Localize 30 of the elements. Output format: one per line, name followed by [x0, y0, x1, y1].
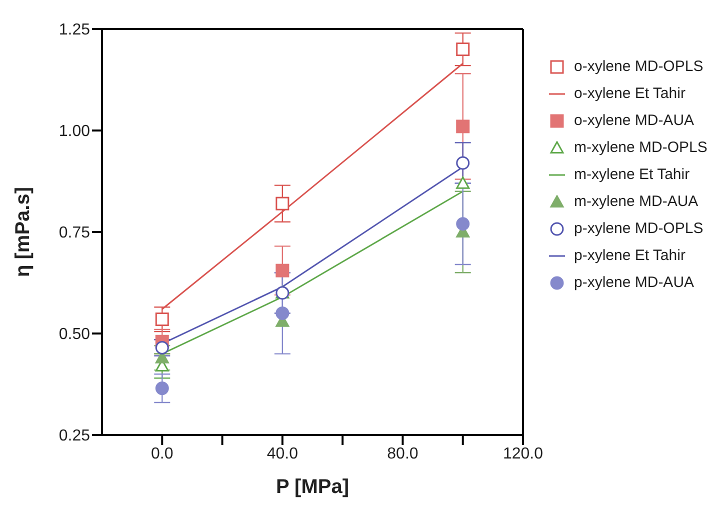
point: [276, 264, 290, 278]
legend-label: m-xylene MD-AUA: [574, 193, 698, 210]
y-tick-label: 0.50: [58, 326, 90, 344]
point: [456, 176, 470, 189]
y-tick-label: 1.00: [58, 123, 90, 140]
legend-label: o-xylene Et Tahir: [574, 85, 686, 102]
x-tick-label: 80.0: [387, 445, 418, 462]
point: [456, 156, 470, 170]
y-tick-label: 0.75: [58, 224, 90, 242]
point: [456, 217, 470, 231]
x-axis-title: P [MPa]: [276, 476, 349, 498]
x-tick-label: 0.0: [151, 445, 174, 462]
legend-label: p-xylene MD-AUA: [574, 274, 694, 291]
legend-label: m-xylene MD-OPLS: [574, 139, 708, 156]
y-tick-label: 0.25: [58, 428, 90, 445]
x-tick-label: 40.0: [266, 445, 298, 462]
x-tick-label: 120.0: [502, 445, 544, 462]
legend-label: o-xylene MD-AUA: [574, 112, 694, 129]
y-tick-label: 1.25: [58, 22, 90, 39]
legend-label: p-xylene MD-OPLS: [574, 220, 704, 237]
point: [155, 382, 169, 396]
legend-label: m-xylene Et Tahir: [574, 166, 690, 183]
point: [276, 306, 290, 320]
point: [276, 196, 290, 210]
legend-label: o-xylene MD-OPLS: [574, 58, 704, 75]
point: [456, 42, 470, 56]
point: [155, 312, 169, 326]
point: [456, 120, 470, 134]
legend-label: p-xylene Et Tahir: [574, 247, 686, 264]
y-axis-title: η [mPa.s]: [12, 186, 34, 278]
